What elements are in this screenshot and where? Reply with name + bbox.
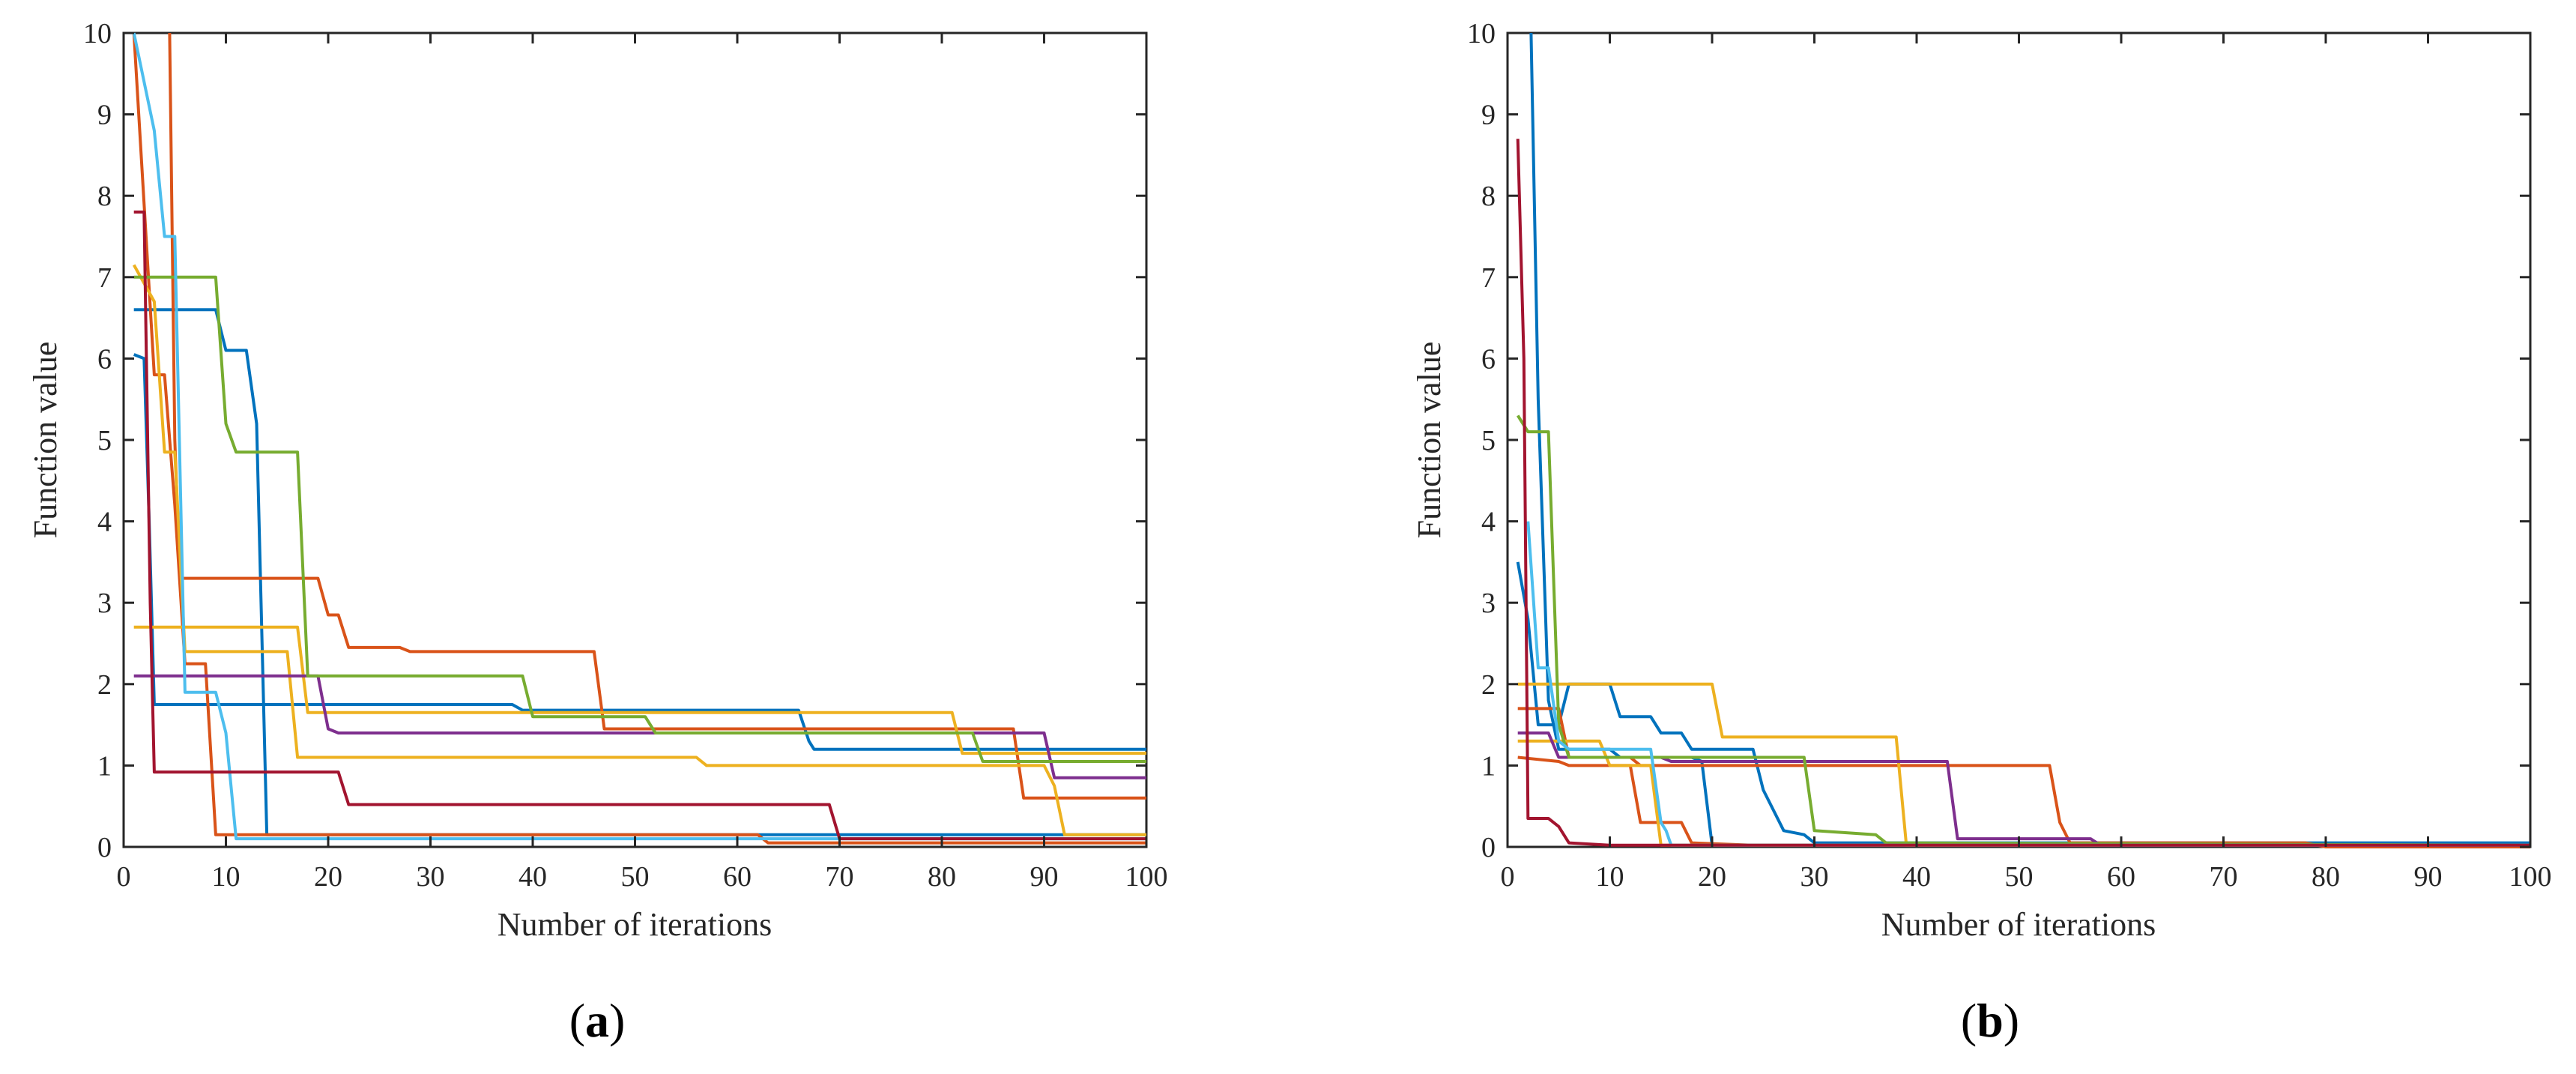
plot-area-b — [1506, 31, 2532, 848]
x-tick-label-a-10: 100 — [1125, 861, 1168, 893]
y-tick-label-a-0: 0 — [97, 832, 112, 863]
y-tick-label-b-4: 4 — [1481, 507, 1496, 538]
axis-ticks-b: 0 10 20 30 40 50 60 70 80 90 100 0 1 2 3 4 5 6 7 8 9 10 — [1467, 18, 2552, 893]
x-tick-label-b-2: 20 — [1698, 861, 1726, 893]
x-axis-title-a: Number of iterations — [498, 906, 773, 943]
series-line-a-6 — [133, 625, 1146, 755]
series-line-a-8 — [133, 275, 1146, 763]
plot-area-a — [122, 31, 1148, 848]
y-tick-label-b-10: 10 — [1467, 18, 1496, 49]
x-tick-label-b-0: 0 — [1501, 861, 1515, 893]
y-tick-label-a-1: 1 — [97, 750, 112, 782]
y-tick-label-a-9: 9 — [97, 100, 112, 131]
series-line-b-10 — [1516, 139, 2530, 847]
x-tick-label-a-9: 90 — [1030, 861, 1059, 893]
y-tick-label-a-3: 3 — [97, 588, 112, 619]
x-tick-label-a-3: 30 — [417, 861, 445, 893]
y-tick-label-a-6: 6 — [97, 343, 112, 375]
x-tick-label-b-9: 90 — [2414, 861, 2443, 893]
y-tick-label-a-4: 4 — [97, 507, 112, 538]
y-tick-label-b-0: 0 — [1481, 832, 1496, 863]
x-tick-label-a-7: 70 — [826, 861, 854, 893]
x-tick-label-b-1: 10 — [1596, 861, 1624, 893]
panel-b: 0 10 20 30 40 50 60 70 80 90 100 0 1 2 3 4 5 6 7 8 9 10 Numbe… — [1411, 18, 2552, 1047]
series-line-b-9 — [1526, 521, 2530, 847]
y-tick-label-b-9: 9 — [1481, 100, 1496, 131]
series-line-a-9 — [132, 32, 1146, 841]
x-tick-label-b-6: 60 — [2107, 861, 2135, 893]
y-tick-label-b-3: 3 — [1481, 588, 1496, 619]
series-group-a — [132, 32, 1146, 845]
axis-ticks-a: 0 10 20 30 40 50 60 70 80 90 100 0 1 2 3 4 5 6 7 8 9 10 — [83, 18, 1168, 893]
x-tick-label-b-5: 50 — [2005, 861, 2034, 893]
series-line-a-3 — [168, 32, 1146, 800]
y-tick-label-b-1: 1 — [1481, 750, 1496, 782]
series-group-b — [1516, 32, 2531, 848]
x-tick-label-b-4: 40 — [1902, 861, 1931, 893]
x-tick-label-b-3: 30 — [1801, 861, 1829, 893]
x-tick-label-b-10: 100 — [2509, 861, 2552, 893]
y-axis-title-b: Function value — [1411, 342, 1448, 539]
series-line-b-8 — [1517, 414, 2531, 847]
series-line-b-7 — [1517, 731, 2530, 847]
y-tick-label-a-8: 8 — [97, 181, 112, 212]
x-tick-label-a-1: 10 — [212, 861, 241, 893]
y-tick-label-b-5: 5 — [1481, 425, 1496, 456]
x-tick-label-a-6: 60 — [723, 861, 752, 893]
x-tick-label-a-0: 0 — [117, 861, 131, 893]
y-tick-label-a-2: 2 — [97, 669, 112, 701]
x-tick-label-a-4: 40 — [518, 861, 547, 893]
y-tick-label-b-7: 7 — [1481, 262, 1496, 294]
panel-a: 0 10 20 30 40 50 60 70 80 90 100 0 1 2 3 4 5 6 7 8 9 10 Numbe… — [27, 18, 1168, 1047]
x-tick-label-a-5: 50 — [621, 861, 650, 893]
x-tick-label-a-8: 80 — [928, 861, 956, 893]
series-line-a-10 — [133, 210, 1146, 841]
panel-label-b: (b) — [1961, 994, 2019, 1047]
y-tick-label-b-8: 8 — [1481, 181, 1496, 212]
panel-label-a: (a) — [569, 994, 626, 1047]
y-tick-label-b-2: 2 — [1481, 669, 1496, 701]
y-tick-label-a-5: 5 — [97, 425, 112, 456]
y-axis-title-a: Function value — [27, 342, 64, 539]
x-axis-title-b: Number of iterations — [1881, 906, 2156, 943]
x-tick-label-b-7: 70 — [2210, 861, 2238, 893]
y-tick-label-a-10: 10 — [83, 18, 112, 49]
x-tick-label-b-8: 80 — [2312, 861, 2340, 893]
y-tick-label-a-7: 7 — [97, 262, 112, 294]
y-tick-label-b-6: 6 — [1481, 343, 1496, 375]
series-line-a-5 — [132, 264, 1146, 836]
series-line-b-1 — [1529, 32, 2530, 847]
x-tick-label-a-2: 20 — [314, 861, 342, 893]
